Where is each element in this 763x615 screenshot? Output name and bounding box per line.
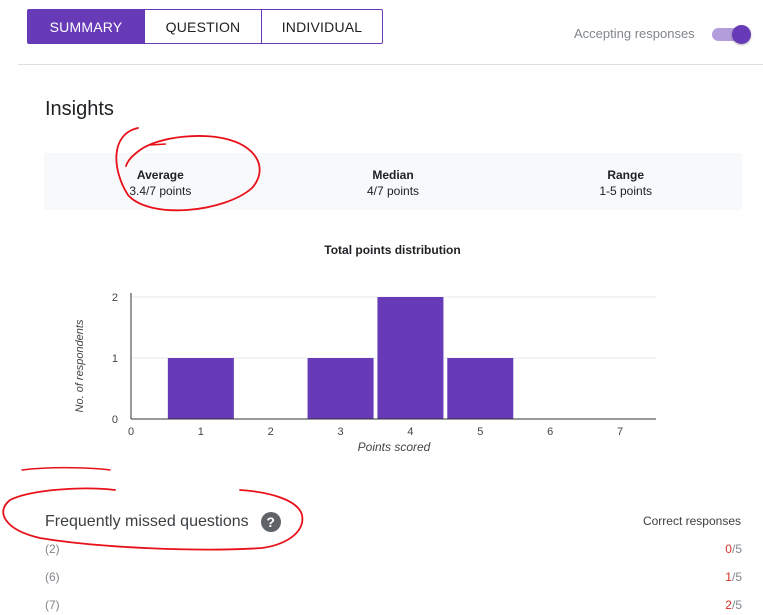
stat-median-value: 4/7 points bbox=[366, 184, 420, 198]
x-tick-label: 5 bbox=[477, 426, 483, 438]
x-tick-label: 6 bbox=[547, 426, 553, 438]
missed-question-score: 1/5 bbox=[725, 570, 742, 584]
stat-range-label: Range bbox=[607, 168, 645, 182]
bar bbox=[167, 358, 234, 419]
stat-average-value: 3.4/7 points bbox=[129, 184, 192, 198]
bar bbox=[307, 358, 374, 419]
annotation-line-top bbox=[21, 466, 111, 471]
y-axis-title: No. of respondents bbox=[74, 319, 86, 412]
annotation-tick-average bbox=[149, 143, 167, 146]
missed-question-label: (7) bbox=[45, 598, 60, 612]
missed-question-score: 2/5 bbox=[725, 598, 742, 612]
tab-summary[interactable]: SUMMARY bbox=[28, 10, 144, 43]
points-distribution-chart: 0 1 2 0 1 2 3 4 5 6 7 Points scored No. of responden… bbox=[74, 292, 656, 454]
stat-average-label: Average bbox=[136, 168, 184, 182]
y-tick-label: 0 bbox=[112, 414, 118, 426]
x-tick-label: 0 bbox=[128, 426, 134, 438]
view-tabs: SUMMARY QUESTION INDIVIDUAL bbox=[27, 9, 383, 44]
accepting-responses-toggle[interactable] bbox=[712, 25, 751, 44]
header-divider bbox=[18, 64, 763, 65]
x-tick-label: 3 bbox=[338, 426, 344, 438]
tab-individual[interactable]: INDIVIDUAL bbox=[261, 10, 382, 43]
frequently-missed-header: Frequently missed questions ? bbox=[45, 512, 281, 532]
stat-average: Average 3.4/7 points bbox=[44, 153, 277, 210]
missed-question-label: (6) bbox=[45, 570, 60, 584]
help-icon[interactable]: ? bbox=[260, 512, 281, 532]
stat-median-label: Median bbox=[372, 168, 414, 182]
x-tick-label: 7 bbox=[617, 426, 623, 438]
x-axis-title: Points scored bbox=[358, 440, 431, 454]
x-tick-label: 4 bbox=[407, 426, 413, 438]
frequently-missed-title: Frequently missed questions bbox=[45, 513, 249, 530]
missed-question-label: (2) bbox=[45, 542, 60, 556]
bar bbox=[377, 297, 444, 419]
missed-question-score: 0/5 bbox=[725, 542, 742, 556]
toggle-knob bbox=[732, 25, 751, 44]
accepting-responses-label: Accepting responses bbox=[574, 26, 695, 41]
y-tick-label: 2 bbox=[112, 292, 118, 304]
x-tick-label: 1 bbox=[198, 426, 204, 438]
insights-title: Insights bbox=[45, 98, 114, 120]
bar bbox=[447, 358, 514, 419]
correct-responses-header: Correct responses bbox=[642, 514, 741, 528]
insights-stats: Average 3.4/7 points Median 4/7 points R… bbox=[44, 153, 742, 210]
chart-title: Total points distribution bbox=[324, 243, 461, 257]
y-tick-label: 1 bbox=[112, 353, 118, 365]
tab-question[interactable]: QUESTION bbox=[144, 10, 261, 43]
stat-median: Median 4/7 points bbox=[277, 153, 510, 210]
stat-range: Range 1-5 points bbox=[509, 153, 742, 210]
x-tick-label: 2 bbox=[268, 426, 274, 438]
stat-range-value: 1-5 points bbox=[599, 184, 653, 198]
